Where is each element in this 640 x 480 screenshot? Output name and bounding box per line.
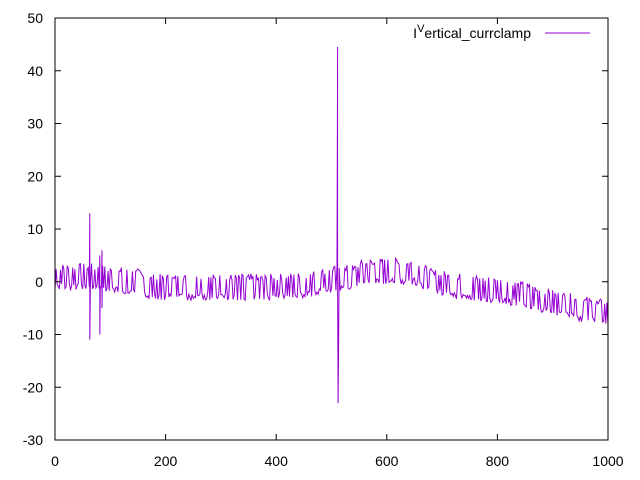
y-tick-label: 20	[27, 168, 43, 184]
y-tick-label: -20	[23, 379, 43, 395]
x-tick-label: 800	[486, 453, 510, 469]
x-tick-label: 600	[375, 453, 399, 469]
y-tick-label: -30	[23, 432, 43, 448]
ticks-layer: 0 200 400 600 800 1000 -30 -20 -10 0 10 20 30 40 50	[23, 10, 624, 469]
x-tick-label: 400	[265, 453, 289, 469]
legend-label: IVertical_currclamp	[413, 23, 531, 41]
x-tick-label: 0	[51, 453, 59, 469]
y-tick-label: 0	[35, 274, 43, 290]
data-layer	[54, 46, 609, 404]
y-tick-label: 10	[27, 221, 43, 237]
y-tick-label: 30	[27, 116, 43, 132]
y-tick-label: 40	[27, 63, 43, 79]
series-line	[54, 46, 609, 404]
x-tick-label: 1000	[592, 453, 623, 469]
y-tick-label: 50	[27, 10, 43, 26]
x-tick-label: 200	[154, 453, 178, 469]
legend-label-prefix: I	[413, 25, 417, 41]
legend-label-suffix: ertical_currclamp	[424, 25, 531, 41]
y-tick-label: -10	[23, 327, 43, 343]
legend-label-superscript: V	[417, 23, 425, 35]
legend: IVertical_currclamp	[413, 23, 590, 41]
